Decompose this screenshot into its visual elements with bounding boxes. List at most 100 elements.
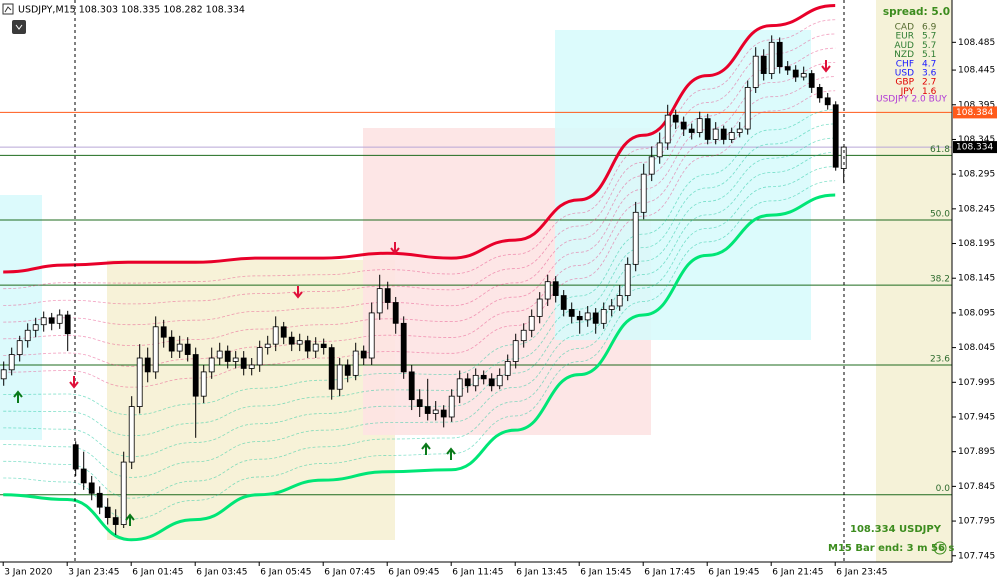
- y-tick-label: 107.745: [958, 551, 995, 561]
- x-tick-label: 3 Jan 2020: [4, 568, 52, 578]
- candle-body: [480, 374, 487, 380]
- x-tick-label: 6 Jan 09:45: [388, 568, 439, 578]
- x-tick-label: 6 Jan 11:45: [452, 568, 503, 578]
- band: [3, 193, 836, 542]
- fib-label: 61.8: [930, 145, 950, 155]
- arrows: [13, 60, 831, 526]
- candle-body: [720, 128, 727, 140]
- session-boxes: [0, 0, 952, 562]
- collapse-icon: [15, 24, 23, 30]
- symbol-icon: [2, 3, 14, 15]
- candle-body: [728, 132, 735, 140]
- y-tick-label: 108.485: [958, 38, 995, 48]
- x-tick-label: 3 Jan 23:45: [68, 568, 119, 578]
- candle-body: [768, 41, 775, 74]
- collapse-button[interactable]: [12, 20, 26, 34]
- x-tick-label: 6 Jan 19:45: [708, 568, 759, 578]
- band-inner: [3, 151, 836, 478]
- y-tick-label: 108.245: [958, 204, 995, 214]
- candle-body: [520, 329, 527, 342]
- spread: spread: 5.0: [883, 6, 950, 18]
- candle-body: [504, 361, 511, 376]
- candle-body: [536, 298, 543, 317]
- x-tick-label: 6 Jan 17:45: [644, 568, 695, 578]
- strength-name: NZD: [894, 50, 914, 60]
- buy-arrow: [446, 447, 456, 460]
- y-tick-label: 107.945: [958, 412, 995, 422]
- candle-body: [784, 66, 791, 71]
- candle-body: [240, 357, 247, 369]
- candle-body: [672, 114, 679, 123]
- sell-arrow: [69, 376, 79, 389]
- candle-body: [368, 312, 375, 359]
- sell-arrow: [293, 286, 303, 299]
- candle-body: [608, 305, 615, 310]
- y-tick-label: 107.995: [958, 378, 995, 388]
- strength-value: 3.6: [922, 69, 937, 79]
- band-inner: [3, 47, 836, 326]
- candle-body: [112, 517, 119, 525]
- band-inner: [3, 33, 836, 306]
- candle-body: [0, 369, 7, 380]
- strength-value: 2.7: [922, 78, 936, 88]
- candle-body: [296, 340, 303, 345]
- candle-body: [576, 315, 583, 321]
- y-tick-label: 107.845: [958, 482, 995, 492]
- candle-body: [424, 406, 431, 414]
- band-inner: [3, 19, 836, 290]
- strength-value: 6.9: [922, 23, 937, 33]
- strength-name: CAD: [895, 23, 914, 33]
- candle-body: [304, 340, 311, 352]
- candle-body: [584, 312, 591, 321]
- candle-body: [384, 288, 391, 303]
- candle-body: [256, 347, 263, 366]
- candle-body: [712, 128, 719, 140]
- candle-body: [616, 295, 623, 307]
- candle-body: [176, 343, 183, 352]
- candle-body: [800, 73, 807, 78]
- strength-value: 1.6: [922, 87, 937, 97]
- candle-body: [816, 87, 823, 99]
- candle-body: [400, 322, 407, 373]
- candle-body: [352, 350, 359, 376]
- x-tick-label: 6 Jan 03:45: [196, 568, 247, 578]
- fib-label: 38.2: [930, 275, 950, 285]
- candle-body: [128, 406, 135, 463]
- symbol-info: USDJPY,M15 108.303 108.335 108.282 108.3…: [18, 5, 245, 16]
- candle-body: [432, 409, 439, 414]
- x-tick-label: 6 Jan 13:45: [516, 568, 567, 578]
- candle-body: [464, 378, 471, 387]
- price-label: 108.334: [956, 143, 993, 153]
- candle-body: [8, 354, 15, 371]
- candle-body: [552, 281, 559, 296]
- buy-arrow: [13, 390, 23, 403]
- x-tick-label: 6 Jan 05:45: [260, 568, 311, 578]
- candle-body: [704, 118, 711, 140]
- candle-body: [408, 371, 415, 401]
- clock-face: [933, 541, 947, 555]
- y-tick-label: 108.095: [958, 308, 995, 318]
- y-tick-label: 108.445: [958, 66, 995, 76]
- candle-body: [456, 378, 463, 397]
- candle-body: [656, 142, 663, 158]
- candle-body: [24, 329, 31, 342]
- candle-body: [376, 288, 383, 314]
- candle-body: [312, 343, 319, 352]
- y-tick-label: 108.395: [958, 100, 995, 110]
- candle-body: [16, 340, 23, 355]
- y-tick-label: 107.795: [958, 517, 995, 527]
- candle-body: [440, 409, 447, 418]
- candle-body: [144, 357, 151, 373]
- candle-body: [416, 399, 423, 407]
- candle-body: [72, 444, 79, 470]
- candle-body: [96, 492, 103, 508]
- candle-body: [696, 118, 703, 133]
- candle-body: [664, 114, 671, 144]
- candle-body: [792, 69, 799, 78]
- candle-body: [136, 357, 143, 407]
- strength-value: 5.7: [922, 41, 936, 51]
- band: [3, 4, 836, 274]
- candle-body: [624, 263, 631, 296]
- fib-label: 23.6: [930, 354, 950, 364]
- sell-arrow: [390, 242, 400, 255]
